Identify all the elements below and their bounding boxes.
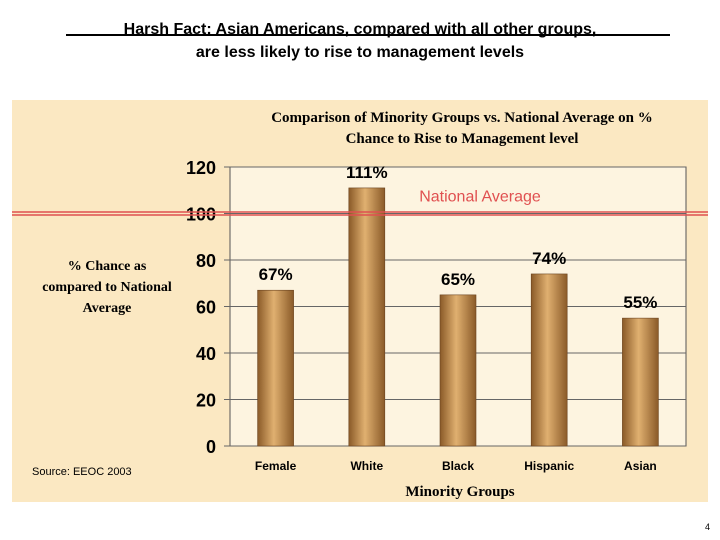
data-label: 111% <box>346 163 388 182</box>
chart-title-line-2: Chance to Rise to Management level <box>346 131 579 147</box>
bar-hispanic <box>530 273 568 447</box>
national-average-label: National Average <box>419 189 541 206</box>
data-label: 65% <box>441 270 475 289</box>
y-axis-label-line-3: Average <box>83 301 132 316</box>
data-label: 67% <box>259 265 293 284</box>
x-tick-labels: Female White Black Hispanic Asian <box>255 459 657 473</box>
bar-chart: Comparison of Minority Groups vs. Nation… <box>12 110 708 500</box>
page-number: 4 <box>704 522 710 532</box>
slide-title-line-2: are less likely to rise to management le… <box>195 44 525 61</box>
slide-title-line-1: Harsh Fact: Asian Americans, compared wi… <box>123 21 597 38</box>
x-tick-label: White <box>350 459 383 473</box>
bar-female <box>257 289 294 447</box>
x-axis-label: Minority Groups <box>405 484 514 500</box>
y-tick-label: 0 <box>206 437 216 457</box>
x-tick-label: Hispanic <box>524 459 574 473</box>
bar-black <box>439 294 477 447</box>
source-note: Source: EEOC 2003 <box>32 466 132 478</box>
x-tick-label: Female <box>255 459 297 473</box>
title-strike-rule <box>66 34 670 36</box>
data-label: 74% <box>532 249 566 268</box>
y-tick-label: 20 <box>196 391 216 411</box>
y-tick-label: 40 <box>196 344 216 364</box>
y-tick-label: 60 <box>196 298 216 318</box>
y-tick-label: 80 <box>196 251 216 271</box>
bar-asian <box>622 317 659 447</box>
data-labels: 67% 111% 65% 74% 55% <box>259 163 658 312</box>
y-axis-label-line-1: % Chance as <box>68 259 147 274</box>
slide-title: Harsh Fact: Asian Americans, compared wi… <box>40 18 680 64</box>
bars <box>257 187 659 447</box>
reference-line-group: National Average <box>12 189 708 216</box>
data-label: 55% <box>623 293 657 312</box>
y-tick-label: 120 <box>186 158 216 178</box>
x-tick-label: Asian <box>624 459 657 473</box>
y-axis-label-line-2: compared to National <box>42 280 172 295</box>
chart-title-line-1: Comparison of Minority Groups vs. Nation… <box>271 110 653 126</box>
chart-panel: Comparison of Minority Groups vs. Nation… <box>12 100 708 502</box>
bar-white <box>348 187 386 447</box>
x-tick-label: Black <box>442 459 474 473</box>
y-tick-labels: 020406080100120 <box>186 158 216 457</box>
